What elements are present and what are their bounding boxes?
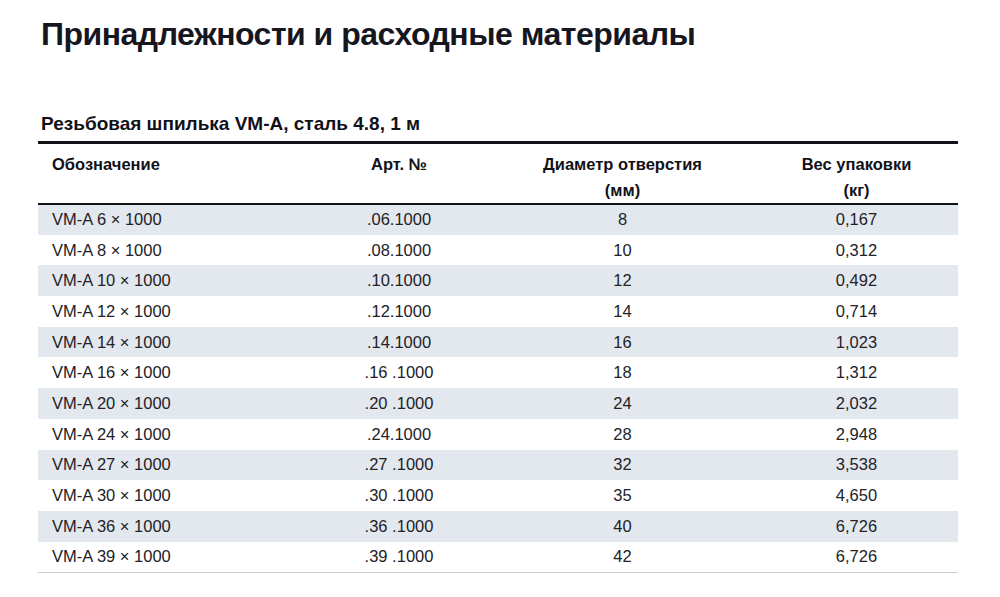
- table-row: VM-A 27 × 1000.27 .1000323,538: [38, 450, 958, 481]
- cell-hole-diameter: 14: [490, 296, 755, 327]
- cell-art-no: .10.1000: [308, 265, 490, 296]
- cell-hole-diameter: 40: [490, 511, 755, 542]
- cell-hole-diameter: 10: [490, 235, 755, 266]
- cell-package-weight: 0,167: [755, 204, 958, 235]
- cell-designation: VM-A 27 × 1000: [38, 450, 308, 481]
- table-row: VM-A 24 × 1000.24.1000282,948: [38, 419, 958, 450]
- cell-package-weight: 6,726: [755, 542, 958, 573]
- page-title: Принадлежности и расходные материалы: [41, 16, 695, 53]
- cell-package-weight: 0,492: [755, 265, 958, 296]
- cell-hole-diameter: 24: [490, 388, 755, 419]
- cell-art-no: .36 .1000: [308, 511, 490, 542]
- cell-art-no: .20 .1000: [308, 388, 490, 419]
- table-row: VM-A 14 × 1000.14.1000161,023: [38, 327, 958, 358]
- cell-package-weight: 2,032: [755, 388, 958, 419]
- cell-hole-diameter: 35: [490, 480, 755, 511]
- table-row: VM-A 36 × 1000.36 .1000406,726: [38, 511, 958, 542]
- cell-package-weight: 1,023: [755, 327, 958, 358]
- cell-art-no: .12.1000: [308, 296, 490, 327]
- table-row: VM-A 6 × 1000.06.100080,167: [38, 204, 958, 235]
- column-header-label: Диаметр отверстия: [490, 151, 755, 177]
- cell-designation: VM-A 20 × 1000: [38, 388, 308, 419]
- cell-designation: VM-A 12 × 1000: [38, 296, 308, 327]
- table-row: VM-A 12 × 1000.12.1000140,714: [38, 296, 958, 327]
- table-row: VM-A 10 × 1000.10.1000120,492: [38, 265, 958, 296]
- cell-designation: VM-A 8 × 1000: [38, 235, 308, 266]
- cell-art-no: .27 .1000: [308, 450, 490, 481]
- cell-art-no: .39 .1000: [308, 542, 490, 573]
- cell-art-no: .24.1000: [308, 419, 490, 450]
- column-header-sublabel: (мм): [490, 177, 755, 203]
- cell-art-no: .14.1000: [308, 327, 490, 358]
- cell-package-weight: 2,948: [755, 419, 958, 450]
- cell-hole-diameter: 28: [490, 419, 755, 450]
- cell-hole-diameter: 12: [490, 265, 755, 296]
- cell-designation: VM-A 36 × 1000: [38, 511, 308, 542]
- column-header-sublabel: (кг): [755, 177, 958, 203]
- table-header-row: Обозначение Арт. № Диаметр отверстия (мм…: [38, 143, 958, 205]
- cell-art-no: .30 .1000: [308, 480, 490, 511]
- cell-package-weight: 0,312: [755, 235, 958, 266]
- cell-designation: VM-A 10 × 1000: [38, 265, 308, 296]
- table-row: VM-A 39 × 1000.39 .1000426,726: [38, 542, 958, 573]
- cell-hole-diameter: 42: [490, 542, 755, 573]
- column-header-hole-diameter: Диаметр отверстия (мм): [490, 143, 755, 205]
- cell-designation: VM-A 24 × 1000: [38, 419, 308, 450]
- column-header-label: Арт. №: [308, 151, 490, 177]
- column-header-designation: Обозначение: [38, 143, 308, 205]
- cell-art-no: .16 .1000: [308, 357, 490, 388]
- column-header-package-weight: Вес упаковки (кг): [755, 143, 958, 205]
- cell-designation: VM-A 30 × 1000: [38, 480, 308, 511]
- cell-designation: VM-A 14 × 1000: [38, 327, 308, 358]
- cell-hole-diameter: 16: [490, 327, 755, 358]
- cell-art-no: .06.1000: [308, 204, 490, 235]
- cell-package-weight: 6,726: [755, 511, 958, 542]
- cell-hole-diameter: 32: [490, 450, 755, 481]
- cell-designation: VM-A 39 × 1000: [38, 542, 308, 573]
- cell-designation: VM-A 6 × 1000: [38, 204, 308, 235]
- table-row: VM-A 16 × 1000.16 .1000181,312: [38, 357, 958, 388]
- column-header-label: Обозначение: [52, 151, 308, 177]
- cell-designation: VM-A 16 × 1000: [38, 357, 308, 388]
- section-title: Резьбовая шпилька VM-A, сталь 4.8, 1 м: [41, 113, 420, 135]
- table-row: VM-A 30 × 1000.30 .1000354,650: [38, 480, 958, 511]
- table-body: VM-A 6 × 1000.06.100080,167VM-A 8 × 1000…: [38, 204, 958, 572]
- table-row: VM-A 8 × 1000.08.1000100,312: [38, 235, 958, 266]
- table-row: VM-A 20 × 1000.20 .1000242,032: [38, 388, 958, 419]
- cell-package-weight: 4,650: [755, 480, 958, 511]
- product-table: Обозначение Арт. № Диаметр отверстия (мм…: [38, 141, 958, 573]
- cell-hole-diameter: 18: [490, 357, 755, 388]
- column-header-art-no: Арт. №: [308, 143, 490, 205]
- column-header-label: Вес упаковки: [755, 151, 958, 177]
- cell-art-no: .08.1000: [308, 235, 490, 266]
- cell-package-weight: 1,312: [755, 357, 958, 388]
- cell-package-weight: 0,714: [755, 296, 958, 327]
- catalog-page: Принадлежности и расходные материалы Рез…: [0, 0, 1000, 597]
- cell-hole-diameter: 8: [490, 204, 755, 235]
- cell-package-weight: 3,538: [755, 450, 958, 481]
